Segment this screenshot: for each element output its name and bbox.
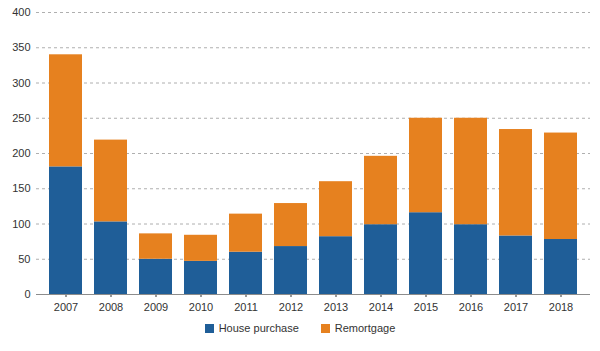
svg-text:2018: 2018	[549, 301, 573, 313]
svg-text:250: 250	[12, 112, 30, 124]
html-text:Remortgage: Remortgage	[334, 322, 396, 334]
svg-text:2010: 2010	[189, 301, 213, 313]
svg-text:2012: 2012	[279, 301, 303, 313]
svg-text:150: 150	[12, 182, 30, 194]
svg-text:2011: 2011	[234, 301, 258, 313]
html-text:House purchase: House purchase	[218, 322, 299, 334]
svg-text:2013: 2013	[324, 301, 348, 313]
svg-text:2014: 2014	[369, 301, 393, 313]
svg-text:2009: 2009	[144, 301, 168, 313]
svg-text:2007: 2007	[54, 301, 78, 313]
svg-text:50: 50	[18, 253, 30, 265]
svg-text:100: 100	[12, 218, 30, 230]
svg-text:0: 0	[24, 288, 30, 300]
svg-text:2008: 2008	[99, 301, 123, 313]
svg-text:2015: 2015	[414, 301, 438, 313]
svg-text:400: 400	[12, 6, 30, 18]
svg-text:200: 200	[12, 147, 30, 159]
svg-text:300: 300	[12, 77, 30, 89]
svg-text:2016: 2016	[459, 301, 483, 313]
svg-text:2017: 2017	[504, 301, 528, 313]
svg-text:350: 350	[12, 41, 30, 53]
